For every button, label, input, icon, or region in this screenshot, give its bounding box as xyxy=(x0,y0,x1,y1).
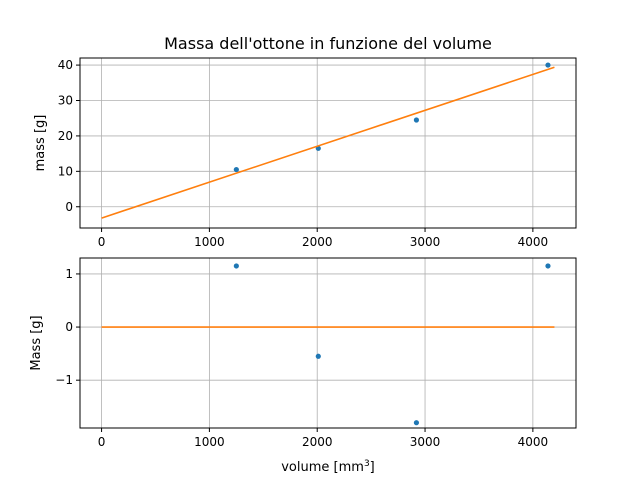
top-data-point xyxy=(545,62,551,68)
top-marks xyxy=(101,62,555,219)
top-data-point xyxy=(233,166,239,173)
bottom-data-point xyxy=(413,420,420,426)
top-x-tick-label: 2000 xyxy=(302,235,333,249)
top-fit-line xyxy=(101,66,555,219)
top-x-tick-label: 3000 xyxy=(410,235,441,249)
bottom-y-axis-label: Mass [g] xyxy=(29,315,44,370)
bottom-x-axis-label: volume [mm3] xyxy=(281,459,375,475)
bottom-panel: 0 1000 2000 3000 4000 −1 0 1 Mass [g] volume [m… xyxy=(29,257,577,475)
top-x-tick-label: 4000 xyxy=(518,235,549,249)
bottom-marks xyxy=(101,263,555,426)
top-x-tick-label: 1000 xyxy=(194,235,225,249)
top-y-tick-label: 20 xyxy=(58,129,73,143)
bottom-grid xyxy=(80,258,576,428)
bottom-data-point xyxy=(233,263,239,269)
bottom-y-tick-label: 0 xyxy=(65,320,73,334)
chart-title: Massa dell'ottone in funzione del volume xyxy=(164,34,492,53)
top-x-tick-label: 0 xyxy=(98,235,106,249)
bottom-y-tick-label: −1 xyxy=(55,373,73,387)
bottom-x-tick-label: 1000 xyxy=(194,435,225,449)
bottom-axes-frame xyxy=(79,257,577,429)
bottom-data-point xyxy=(315,353,321,359)
top-y-axis-label: mass [g] xyxy=(33,115,48,172)
bottom-x-tick-label: 3000 xyxy=(410,435,441,449)
top-y-tick-label: 40 xyxy=(58,58,73,72)
top-y-tick-label: 30 xyxy=(58,94,73,108)
top-y-tick-label: 0 xyxy=(65,200,73,214)
bottom-data-point xyxy=(545,263,551,269)
top-grid xyxy=(80,58,576,228)
bottom-x-tick-label: 0 xyxy=(98,435,106,449)
top-panel: 0 1000 2000 3000 4000 0 10 20 30 40 mass [g] xyxy=(33,57,577,249)
top-axes-frame xyxy=(79,57,577,229)
bottom-x-tick-label: 4000 xyxy=(518,435,549,449)
bottom-ticks: 0 1000 2000 3000 4000 −1 0 1 xyxy=(55,267,548,449)
bottom-y-tick-label: 1 xyxy=(65,267,73,281)
top-data-point xyxy=(413,117,420,123)
bottom-x-tick-label: 2000 xyxy=(302,435,333,449)
top-ticks: 0 1000 2000 3000 4000 0 10 20 30 40 xyxy=(58,58,548,249)
top-y-tick-label: 10 xyxy=(58,164,73,178)
